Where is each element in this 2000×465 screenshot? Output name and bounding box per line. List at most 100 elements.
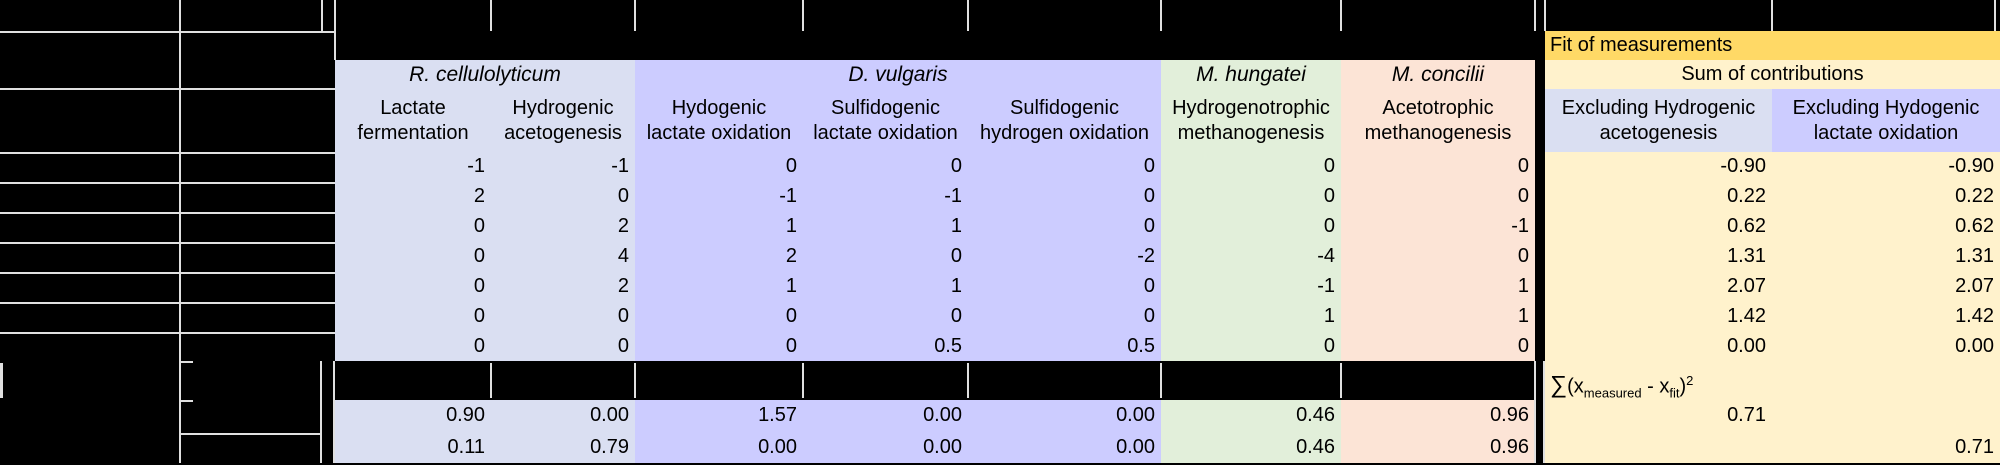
matrix-cell[interactable]: 0 <box>950 155 962 178</box>
matrix-cell[interactable]: 0 <box>785 155 797 178</box>
gridline <box>634 363 636 398</box>
column-header-hydrogenotrophic-methanogenesis[interactable]: Hydrogenotrophic methanogenesis <box>1161 89 1341 152</box>
fit-cell[interactable]: 0.00 <box>1955 334 1994 357</box>
matrix-cell[interactable]: 0.96 <box>1490 404 1529 427</box>
matrix-cell[interactable]: 0 <box>1143 185 1155 208</box>
matrix-cell[interactable]: 0 <box>785 304 797 327</box>
matrix-cell[interactable]: 0 <box>473 274 485 297</box>
gridline <box>0 182 335 184</box>
matrix-cell[interactable]: 0.46 <box>1296 435 1335 458</box>
species-header-d-vulgaris[interactable]: D. vulgaris <box>635 60 1161 89</box>
species-header-r-cellulolyticum[interactable]: R. cellulolyticum <box>335 60 635 89</box>
matrix-cell[interactable]: 0.46 <box>1296 404 1335 427</box>
matrix-cell[interactable]: -1 <box>1317 274 1335 297</box>
column-header-acetotrophic-methanogenesis[interactable]: Acetotrophic methanogenesis <box>1341 89 1535 152</box>
matrix-cell[interactable]: -2 <box>1137 245 1155 267</box>
species-header-m-concilii[interactable]: M. concilii <box>1341 60 1535 89</box>
matrix-cell[interactable]: -1 <box>467 155 485 178</box>
matrix-cell[interactable]: 1 <box>1323 304 1335 327</box>
column-header-hydogenic-lactate-oxidation[interactable]: Hydogenic lactate oxidation <box>635 89 803 152</box>
fit-cell[interactable]: 1.42 <box>1955 304 1994 327</box>
matrix-cell[interactable]: 1 <box>1517 274 1529 297</box>
matrix-cell[interactable]: 1 <box>950 274 962 297</box>
sum-of-squares-formula-cell[interactable]: ∑(xmeasured - xfit)2 <box>1545 361 2000 401</box>
matrix-cell[interactable]: 0 <box>1143 215 1155 238</box>
fit-cell[interactable]: 1.31 <box>1955 245 1994 267</box>
matrix-cell[interactable]: 0 <box>950 304 962 327</box>
matrix-cell[interactable]: 2 <box>617 215 629 238</box>
matrix-cell[interactable]: 4 <box>617 245 629 267</box>
matrix-cell[interactable]: 1.57 <box>758 404 797 427</box>
fit-cell[interactable]: 0.62 <box>1727 215 1766 238</box>
fit-cell[interactable]: -0.90 <box>1720 155 1766 178</box>
fit-cell[interactable]: 1.31 <box>1727 245 1766 267</box>
species-header-m-hungatei[interactable]: M. hungatei <box>1161 60 1341 89</box>
fit-cell[interactable]: 0.22 <box>1955 185 1994 208</box>
matrix-cell[interactable]: 0 <box>473 334 485 357</box>
column-header-hydrogenic-acetogenesis[interactable]: Hydrogenic acetogenesis <box>491 89 635 152</box>
matrix-cell[interactable]: 0 <box>1143 304 1155 327</box>
matrix-cell[interactable]: 0.79 <box>590 435 629 458</box>
fit-cell[interactable]: 0.71 <box>1727 404 1766 427</box>
matrix-cell[interactable]: 1 <box>950 215 962 238</box>
matrix-cell[interactable]: 0 <box>473 304 485 327</box>
matrix-cell[interactable]: 0 <box>950 245 962 267</box>
fit-cell[interactable]: 0.71 <box>1955 435 1994 458</box>
matrix-cell[interactable]: 0 <box>1517 245 1529 267</box>
column-header-sulfidogenic-hydrogen-oxidation[interactable]: Sulfidogenic hydrogen oxidation <box>968 89 1161 152</box>
fit-cell[interactable]: -0.90 <box>1948 155 1994 178</box>
column-header-lactate-fermentation[interactable]: Lactate fermentation <box>335 89 491 152</box>
fit-header-excluding-hydrogenic-acetogenesis[interactable]: Excluding Hydrogenic acetogenesis <box>1545 89 1772 152</box>
matrix-cell[interactable]: 0 <box>1323 215 1335 238</box>
matrix-cell[interactable]: 0 <box>1323 334 1335 357</box>
fit-cell[interactable]: 0.22 <box>1727 185 1766 208</box>
fit-cell[interactable] <box>1772 400 2000 432</box>
fit-subtitle[interactable]: Sum of contributions <box>1545 60 2000 89</box>
matrix-cell[interactable]: 0 <box>1517 185 1529 208</box>
matrix-cell[interactable]: -4 <box>1317 245 1335 267</box>
matrix-cell[interactable]: 0 <box>1143 155 1155 178</box>
matrix-cell[interactable]: -1 <box>1511 215 1529 238</box>
matrix-cell[interactable]: 0 <box>617 185 629 208</box>
matrix-cell[interactable]: 0.11 <box>447 435 485 458</box>
matrix-cell[interactable]: 0.00 <box>758 435 797 458</box>
fit-header-excluding-hydogenic-lactate-oxidation[interactable]: Excluding Hydogenic lactate oxidation <box>1772 89 2000 152</box>
matrix-cell[interactable]: 2 <box>473 185 485 208</box>
fit-cell[interactable]: 2.07 <box>1727 274 1766 297</box>
matrix-cell[interactable]: 0.96 <box>1490 435 1529 458</box>
matrix-cell[interactable]: 0 <box>617 304 629 327</box>
fit-cell[interactable]: 0.62 <box>1955 215 1994 238</box>
matrix-cell[interactable]: 0.00 <box>923 404 962 427</box>
matrix-cell[interactable]: 0.00 <box>923 435 962 458</box>
matrix-cell[interactable]: 0 <box>1323 185 1335 208</box>
column-header-sulfidogenic-lactate-oxidation[interactable]: Sulfidogenic lactate oxidation <box>803 89 968 152</box>
matrix-cell[interactable]: 2 <box>785 245 797 267</box>
matrix-cell[interactable]: 1 <box>1517 304 1529 327</box>
matrix-cell[interactable]: 1 <box>785 215 797 238</box>
fit-title[interactable]: Fit of measurements <box>1545 31 2000 60</box>
matrix-cell[interactable]: 0 <box>617 334 629 357</box>
matrix-cell[interactable]: 2 <box>617 274 629 297</box>
matrix-cell[interactable]: 0.00 <box>1116 404 1155 427</box>
matrix-cell[interactable]: -1 <box>944 185 962 208</box>
matrix-cell[interactable]: 0 <box>473 215 485 238</box>
fit-cell[interactable]: 1.42 <box>1727 304 1766 327</box>
matrix-cell[interactable]: 0 <box>1143 274 1155 297</box>
matrix-cell[interactable]: -1 <box>779 185 797 208</box>
matrix-cell[interactable]: 1 <box>785 274 797 297</box>
matrix-cell[interactable]: 0.00 <box>1116 435 1155 458</box>
fit-cell[interactable]: 2.07 <box>1955 274 1994 297</box>
matrix-cell[interactable]: -1 <box>611 155 629 178</box>
matrix-cell[interactable]: 0 <box>473 245 485 267</box>
matrix-cell[interactable]: 0.5 <box>934 334 962 357</box>
fit-cell[interactable] <box>1545 432 1772 464</box>
matrix-cell[interactable]: 0 <box>1517 334 1529 357</box>
matrix-cell[interactable]: 0.5 <box>1127 334 1155 357</box>
species-label: R. cellulolyticum <box>409 62 561 86</box>
fit-cell[interactable]: 0.00 <box>1727 334 1766 357</box>
matrix-cell[interactable]: 0.00 <box>590 404 629 427</box>
matrix-cell[interactable]: 0 <box>785 334 797 357</box>
matrix-cell[interactable]: 0.90 <box>446 404 485 427</box>
matrix-cell[interactable]: 0 <box>1517 155 1529 178</box>
matrix-cell[interactable]: 0 <box>1323 155 1335 178</box>
